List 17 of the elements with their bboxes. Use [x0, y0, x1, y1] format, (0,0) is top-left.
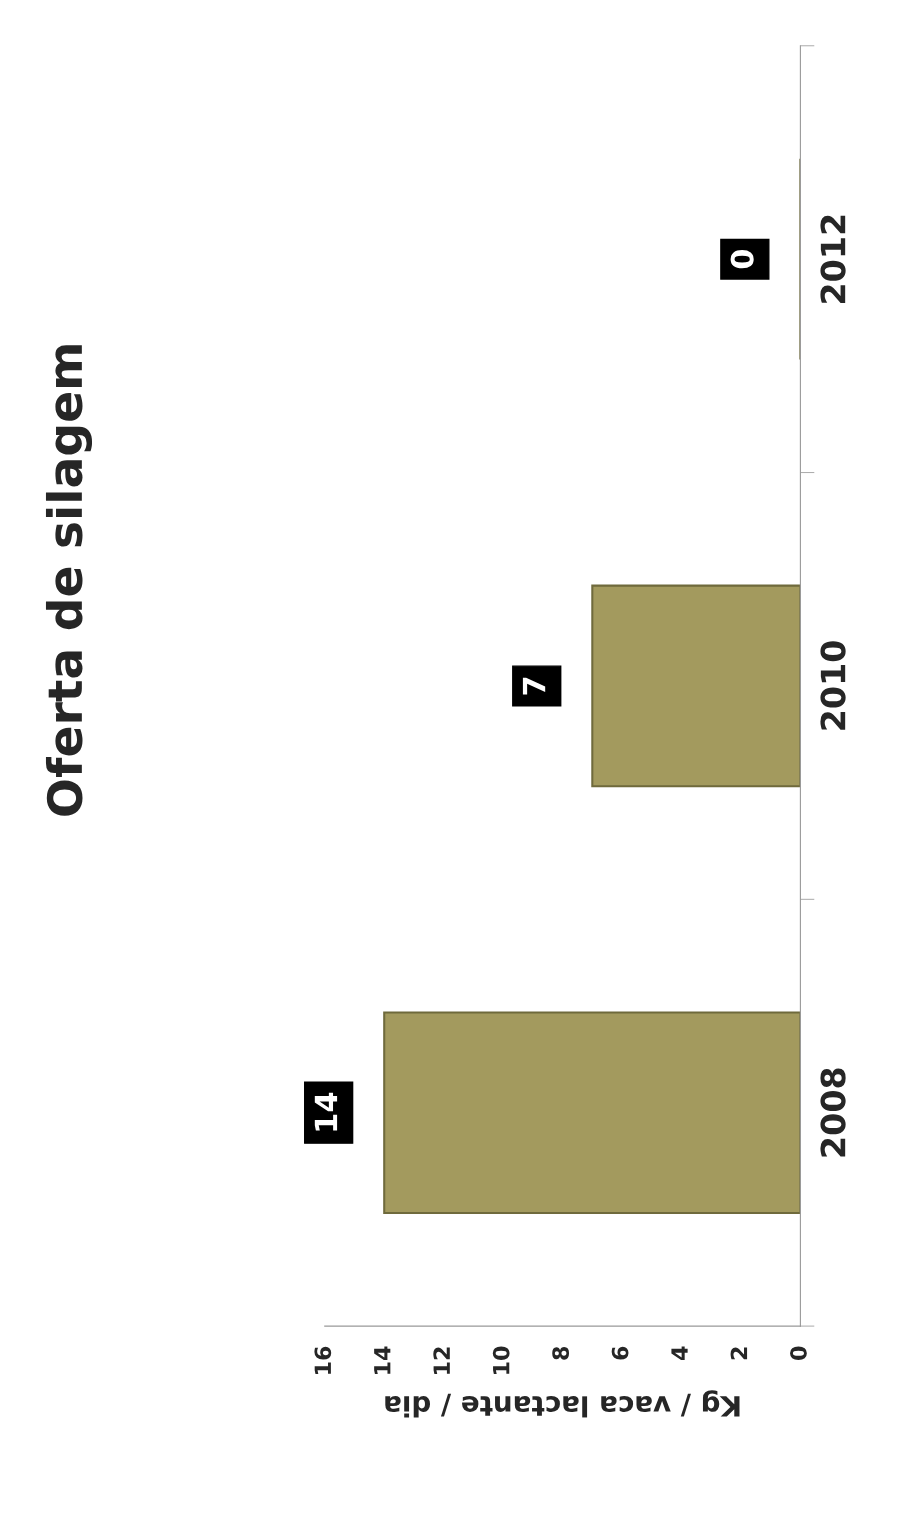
x-tick-label: 14: [374, 1346, 391, 1374]
x-tick-label: 16: [314, 1346, 332, 1374]
x-tick-label: 6: [611, 1346, 629, 1360]
x-tick-label: 8: [552, 1346, 570, 1360]
x-tick-label: 2: [730, 1347, 748, 1360]
x-tick-label: 10: [492, 1346, 510, 1374]
x-tick-label: 0: [790, 1346, 807, 1360]
data-label: 0: [730, 250, 754, 269]
y-tick-label: 2008: [820, 1068, 846, 1157]
x-axis-title: Kg / vaca lactante / dia: [385, 1390, 740, 1418]
data-label: 14: [314, 1092, 338, 1131]
text: Oferta de silagem: [45, 345, 93, 816]
data-label: 7: [522, 677, 546, 695]
y-tick-label: 2010: [820, 641, 846, 730]
x-tick-label: 12: [433, 1347, 450, 1374]
x-tick-label: 4: [671, 1346, 688, 1360]
y-tick-label: 2012: [820, 215, 846, 303]
